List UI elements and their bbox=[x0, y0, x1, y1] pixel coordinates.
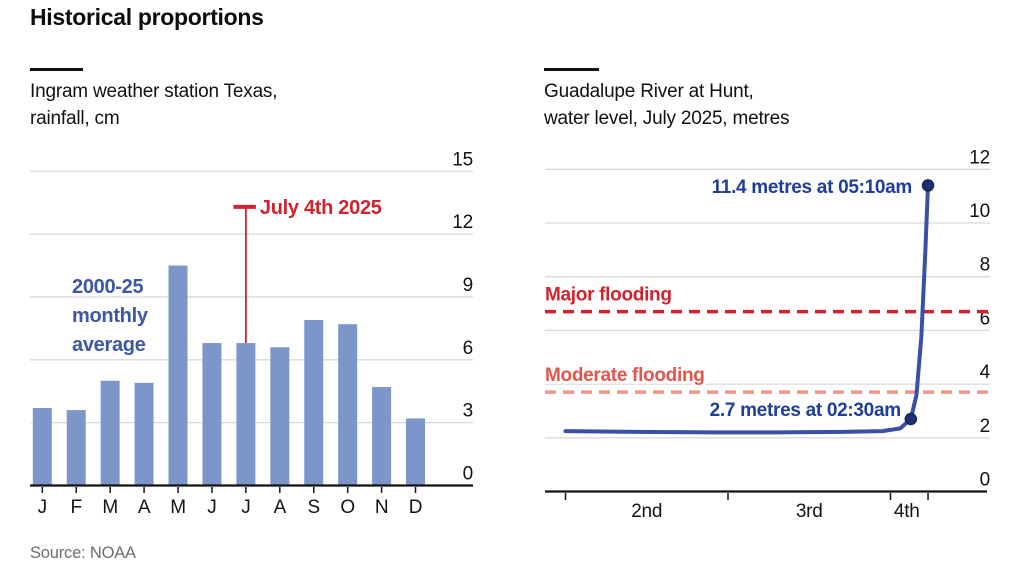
water-level-line-chart: 0 2 4 6 8 10 12 Major flooding Moderate flooding… bbox=[543, 147, 991, 522]
x-axis-day-label: 3rd bbox=[796, 501, 823, 522]
bar-month-J-5 bbox=[202, 343, 222, 486]
x-axis-day-label: 4th bbox=[894, 501, 920, 522]
series-label-monthly-average: 2000-25 bbox=[72, 276, 143, 298]
data-point-label-1: 2.7 metres at 02:30am bbox=[710, 400, 901, 421]
right-chart-tag-rule bbox=[544, 68, 599, 71]
series-label-monthly-average: monthly bbox=[72, 305, 149, 327]
bar-month-F-1 bbox=[66, 410, 86, 486]
threshold-label-1: Moderate flooding bbox=[545, 365, 705, 386]
water-level-line bbox=[563, 183, 930, 435]
left-chart-subtitle: Ingram weather station Texas, rainfall, … bbox=[30, 81, 278, 129]
x-axis-month-label: M bbox=[102, 497, 118, 518]
x-axis-month-label: J bbox=[241, 497, 250, 518]
y-axis-tick-label: 12 bbox=[969, 147, 990, 168]
bar-month-A-7 bbox=[270, 347, 290, 486]
y-axis-tick-label: 0 bbox=[980, 470, 990, 491]
bar-month-A-3 bbox=[134, 382, 154, 486]
y-axis-tick-label: 3 bbox=[463, 401, 473, 422]
series-label-monthly-average: average bbox=[72, 334, 146, 356]
y-axis-tick-label: 4 bbox=[980, 362, 991, 383]
x-axis-day-label: 2nd bbox=[631, 501, 662, 522]
x-axis-month-label: M bbox=[170, 497, 186, 518]
bar-month-D-11 bbox=[406, 418, 426, 486]
x-axis-month-label: F bbox=[71, 497, 82, 518]
data-point-1 bbox=[904, 412, 918, 426]
page-title: Historical proportions bbox=[30, 4, 264, 30]
source-note: Source: NOAA bbox=[30, 544, 136, 562]
y-axis-tick-label: 6 bbox=[463, 338, 473, 359]
data-point-0 bbox=[921, 179, 935, 192]
y-axis-tick-label: 10 bbox=[969, 201, 990, 222]
x-axis-month-label: J bbox=[38, 497, 47, 518]
y-axis-tick-label: 2 bbox=[980, 416, 990, 437]
bar-month-J-0 bbox=[32, 407, 52, 486]
july-4-annotation-label: July 4th 2025 bbox=[260, 197, 382, 219]
data-point-label-0: 11.4 metres at 05:10am bbox=[712, 177, 912, 198]
y-axis-tick-label: 9 bbox=[463, 275, 473, 296]
y-axis-tick-label: 6 bbox=[980, 308, 990, 329]
y-axis-tick-label: 15 bbox=[452, 149, 473, 170]
x-axis-month-label: S bbox=[307, 497, 319, 518]
bar-month-J-6 bbox=[236, 343, 256, 486]
x-axis-month-label: A bbox=[138, 497, 151, 518]
y-axis-tick-label: 12 bbox=[452, 212, 473, 233]
bar-month-S-8 bbox=[304, 319, 324, 486]
bar-month-M-4 bbox=[168, 265, 188, 486]
bar-month-M-2 bbox=[100, 380, 120, 486]
y-axis-tick-label: 8 bbox=[980, 255, 990, 276]
y-axis-tick-label: 0 bbox=[463, 464, 473, 485]
x-axis-month-label: D bbox=[409, 497, 423, 518]
threshold-label-0: Major flooding bbox=[545, 285, 672, 306]
x-axis-month-label: J bbox=[207, 497, 216, 518]
x-axis-month-label: N bbox=[375, 497, 389, 518]
right-chart-subtitle: Guadalupe River at Hunt, water level, Ju… bbox=[544, 81, 790, 129]
x-axis-month-label: O bbox=[340, 497, 355, 518]
bar-month-N-10 bbox=[372, 387, 392, 486]
bar-month-O-9 bbox=[338, 324, 358, 486]
x-axis-month-label: A bbox=[274, 497, 287, 518]
left-chart-tag-rule bbox=[30, 68, 83, 71]
